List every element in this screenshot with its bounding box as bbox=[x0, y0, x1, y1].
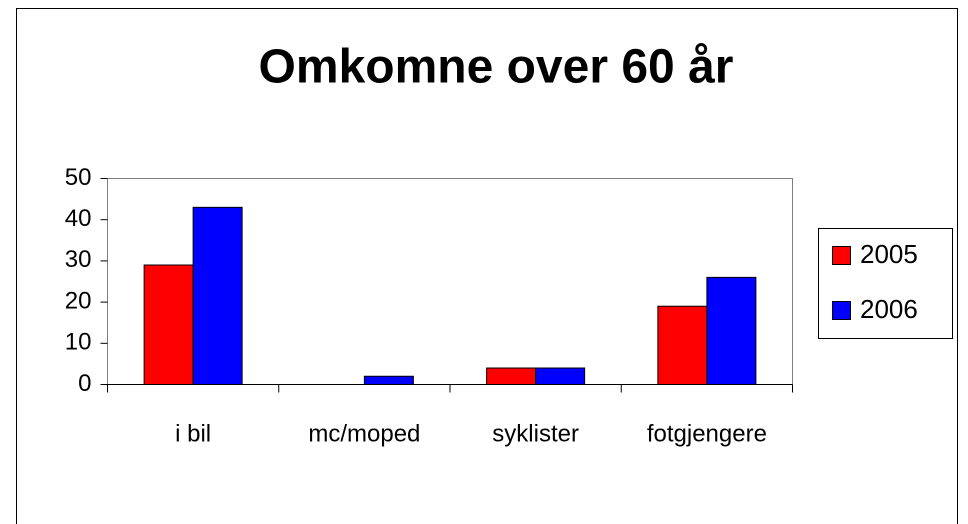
legend-label: 2005 bbox=[860, 239, 918, 269]
chart-title: Omkomne over 60 år bbox=[259, 41, 734, 94]
bar bbox=[657, 305, 708, 385]
bar bbox=[192, 206, 243, 385]
y-tick-label: 0 bbox=[78, 370, 91, 397]
y-tick-label: 30 bbox=[65, 246, 92, 273]
legend-label: 2006 bbox=[860, 294, 918, 324]
legend-swatch bbox=[832, 301, 851, 320]
bar bbox=[143, 264, 194, 385]
legend-swatch bbox=[832, 246, 851, 265]
x-tick-label: fotgjengere bbox=[647, 420, 767, 447]
y-tick-label: 50 bbox=[65, 164, 92, 191]
x-tick-label: mc/moped bbox=[308, 420, 420, 447]
y-tick-label: 10 bbox=[65, 329, 92, 356]
x-tick-label: i bil bbox=[175, 420, 211, 447]
bar bbox=[535, 367, 586, 385]
x-tick-label: syklister bbox=[492, 420, 579, 447]
y-tick-label: 40 bbox=[65, 205, 92, 232]
bar bbox=[486, 367, 537, 385]
bar bbox=[706, 276, 757, 386]
y-tick-label: 20 bbox=[65, 287, 92, 314]
bar bbox=[363, 375, 414, 386]
